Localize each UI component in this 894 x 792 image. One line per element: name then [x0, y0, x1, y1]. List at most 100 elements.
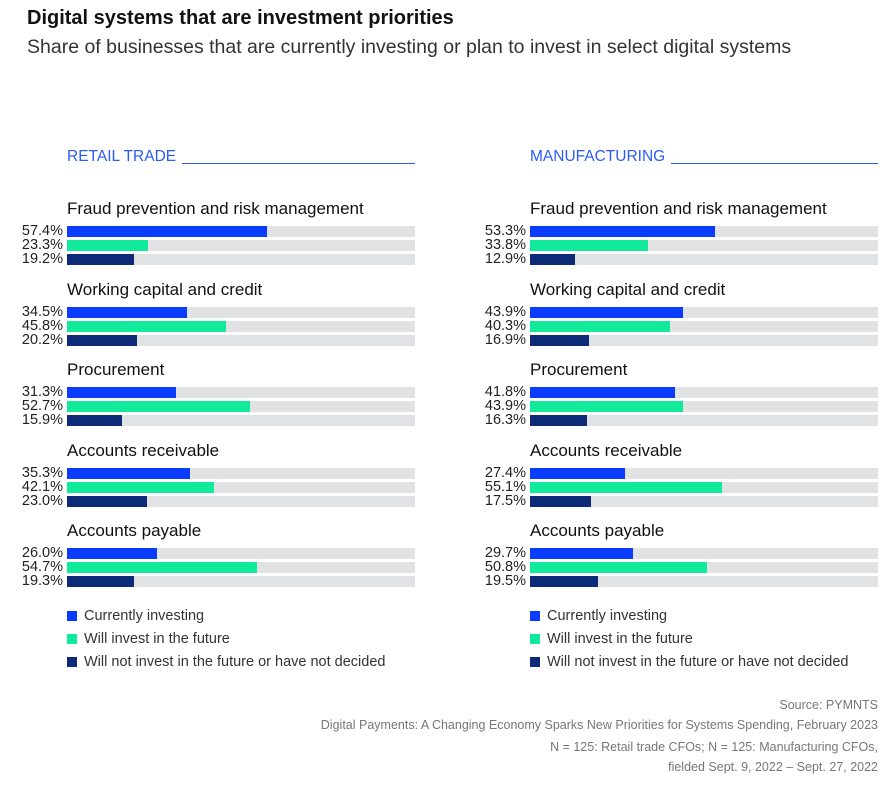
- legend-label: Currently investing: [84, 608, 205, 624]
- legend-swatch: [530, 634, 540, 644]
- category-label: Procurement: [67, 360, 165, 379]
- legend-swatch: [67, 657, 77, 667]
- data-label: 15.9%: [21, 412, 63, 428]
- bar-not: [67, 495, 148, 507]
- bar-track: 43.9%: [485, 398, 878, 414]
- data-label: 57.4%: [21, 223, 63, 239]
- bar-future: [67, 401, 251, 412]
- bar-track: 19.5%: [485, 573, 878, 589]
- data-label: 53.3%: [484, 223, 526, 239]
- bar-not: [530, 254, 575, 265]
- panel-header: RETAIL TRADE: [67, 148, 415, 166]
- bar-track: 31.3%: [22, 384, 415, 400]
- bar-currently: [67, 226, 267, 237]
- bar-track: 15.9%: [22, 412, 415, 428]
- bar-track: 26.0%: [22, 545, 415, 561]
- data-label: 27.4%: [484, 464, 526, 481]
- category-label: Working capital and credit: [530, 279, 726, 299]
- bar-currently: [530, 467, 626, 479]
- legend-label: Will not invest in the future or have no…: [547, 654, 849, 670]
- data-label: 19.5%: [484, 573, 526, 589]
- bar-track: 55.1%: [485, 479, 878, 495]
- data-label: 12.9%: [484, 251, 526, 267]
- data-label: 40.3%: [484, 317, 526, 334]
- category-label: Working capital and credit: [67, 279, 263, 299]
- bar-currently: [530, 226, 716, 237]
- bar-not: [530, 415, 587, 426]
- data-label: 17.5%: [484, 492, 526, 509]
- bar-future: [67, 562, 258, 573]
- legend-item: Will not invest in the future or have no…: [67, 654, 385, 670]
- category-label: Procurement: [530, 360, 628, 379]
- data-label: 55.1%: [484, 478, 526, 495]
- chart-title: Digital systems that are investment prio…: [27, 7, 454, 29]
- data-label: 35.3%: [21, 464, 63, 481]
- bar-track: 53.3%: [485, 223, 878, 239]
- bar-future: [530, 401, 683, 412]
- bar-not: [530, 495, 591, 507]
- legend-swatch: [67, 611, 77, 621]
- bar-track: 19.3%: [22, 573, 415, 589]
- bar-track: 57.4%: [22, 223, 415, 239]
- data-label: 19.3%: [21, 573, 63, 589]
- bar-track: 33.8%: [485, 237, 878, 253]
- legend-swatch: [530, 657, 540, 667]
- bar-track: 40.3%: [485, 318, 878, 334]
- bar-track: 50.8%: [485, 559, 878, 575]
- legend-item: Will not invest in the future or have no…: [530, 654, 848, 670]
- sample-note: N = 125: Retail trade CFOs; N = 125: Man…: [550, 740, 878, 754]
- bar-future: [67, 240, 149, 251]
- legend-label: Currently investing: [547, 608, 668, 624]
- bar-track: 16.3%: [485, 412, 878, 428]
- panel-header: MANUFACTURING: [530, 148, 878, 166]
- legend-label: Will invest in the future: [84, 631, 230, 647]
- legend-swatch: [67, 634, 77, 644]
- legend-swatch: [530, 611, 540, 621]
- bar-track: 45.8%: [22, 318, 415, 334]
- data-label: 43.9%: [484, 398, 526, 414]
- data-label: 23.0%: [21, 492, 63, 509]
- panel-title: MANUFACTURING: [530, 148, 666, 165]
- category-label: Fraud prevention and risk management: [67, 199, 364, 218]
- bar-track: 29.7%: [485, 545, 878, 561]
- bar-future: [67, 320, 227, 332]
- legend-label: Will not invest in the future or have no…: [84, 654, 386, 670]
- data-label: 52.7%: [21, 398, 63, 414]
- data-label: 23.3%: [21, 237, 63, 253]
- bar-track: 35.3%: [22, 465, 415, 481]
- category-label: Accounts receivable: [530, 440, 683, 460]
- bar-not: [67, 576, 135, 587]
- data-label: 42.1%: [21, 478, 63, 495]
- bar-track: 41.8%: [485, 384, 878, 400]
- legend-item: Currently investing: [530, 608, 667, 624]
- chart-subtitle: Share of businesses that are currently i…: [27, 36, 792, 58]
- bar-future: [67, 481, 214, 493]
- source-line: Source: PYMNTS: [779, 698, 878, 712]
- data-label: 43.9%: [484, 303, 526, 320]
- bar-currently: [530, 387, 676, 398]
- data-label: 16.9%: [484, 331, 526, 348]
- data-label: 26.0%: [21, 545, 63, 561]
- bar-future: [530, 240, 648, 251]
- bar-track: 54.7%: [22, 559, 415, 575]
- data-label: 29.7%: [484, 545, 526, 561]
- category-label: Accounts payable: [67, 521, 202, 540]
- bar-track: 27.4%: [485, 465, 878, 481]
- data-label: 31.3%: [21, 384, 63, 400]
- bar-track: 34.5%: [22, 304, 415, 320]
- bar-not: [67, 254, 134, 265]
- data-label: 34.5%: [21, 303, 63, 320]
- bar-track: 17.5%: [485, 493, 878, 509]
- bar-track: 43.9%: [485, 304, 878, 320]
- bar-track: 16.9%: [485, 332, 878, 348]
- report-title: Digital Payments: A Changing Economy Spa…: [320, 718, 878, 732]
- bar-not: [67, 415, 123, 426]
- category-label: Fraud prevention and risk management: [530, 199, 827, 218]
- legend-label: Will invest in the future: [547, 631, 693, 647]
- bar-future: [530, 320, 671, 332]
- bar-track: 42.1%: [22, 479, 415, 495]
- bar-currently: [530, 306, 683, 318]
- data-label: 45.8%: [21, 317, 63, 334]
- bar-currently: [67, 387, 176, 398]
- bar-track: 52.7%: [22, 398, 415, 414]
